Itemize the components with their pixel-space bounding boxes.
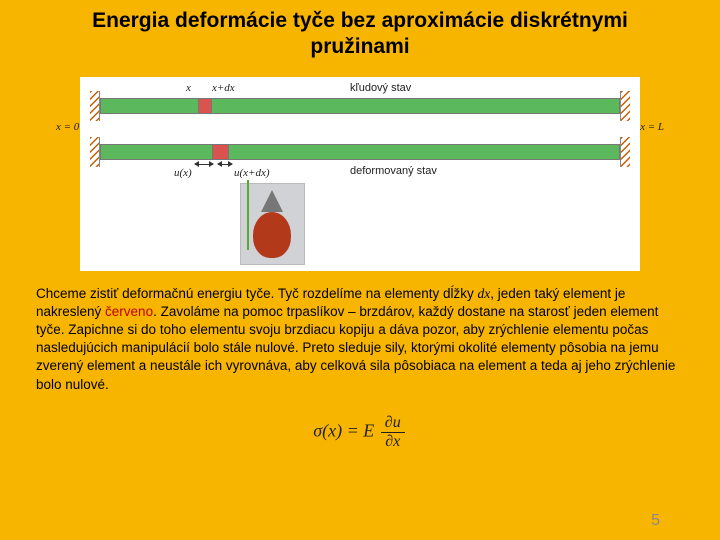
dwarf-image: [240, 183, 305, 265]
support-left-icon: [90, 137, 100, 167]
element-rest: [198, 98, 212, 114]
ux-arrow-icon: [195, 164, 213, 165]
bar-rest: [100, 98, 620, 114]
diagram: x x+dx kľudový stav x = 0 x = L u(x) u(x…: [80, 77, 640, 271]
cerveno-word: červeno: [105, 304, 153, 319]
support-right-icon: [620, 91, 630, 121]
uxdx-arrow-icon: [218, 164, 232, 165]
bar-rest-state: x x+dx kľudový stav: [90, 91, 630, 121]
dx-symbol: dx: [478, 286, 491, 301]
page-title: Energia deformácie tyče bez aproximácie …: [0, 0, 720, 65]
para-text: Chceme zistiť deformačnú energiu tyče. T…: [36, 286, 478, 301]
x-label: x: [186, 82, 191, 94]
equation-denominator: ∂x: [381, 433, 405, 451]
equation: σ(x) = E ∂u ∂x: [0, 414, 720, 451]
support-left-icon: [90, 91, 100, 121]
xL-label: x = L: [640, 121, 664, 133]
equation-numerator: ∂u: [381, 414, 405, 433]
uxdx-label: u(x+dx): [234, 167, 270, 179]
state-deformed-label: deformovaný stav: [350, 165, 437, 177]
x0-label: x = 0: [56, 121, 79, 133]
bar-deformed: [100, 144, 620, 160]
equation-lhs: σ(x) = E: [313, 420, 374, 440]
element-deformed: [212, 144, 229, 160]
body-paragraph: Chceme zistiť deformačnú energiu tyče. T…: [36, 285, 690, 394]
equation-fraction: ∂u ∂x: [381, 414, 405, 451]
xdx-label: x+dx: [212, 82, 235, 94]
ux-label: u(x): [174, 167, 192, 179]
bar-deformed-state: u(x) u(x+dx) deformovaný stav: [90, 137, 630, 167]
page-number: 5: [651, 512, 660, 530]
support-right-icon: [620, 137, 630, 167]
state-rest-label: kľudový stav: [350, 82, 411, 94]
